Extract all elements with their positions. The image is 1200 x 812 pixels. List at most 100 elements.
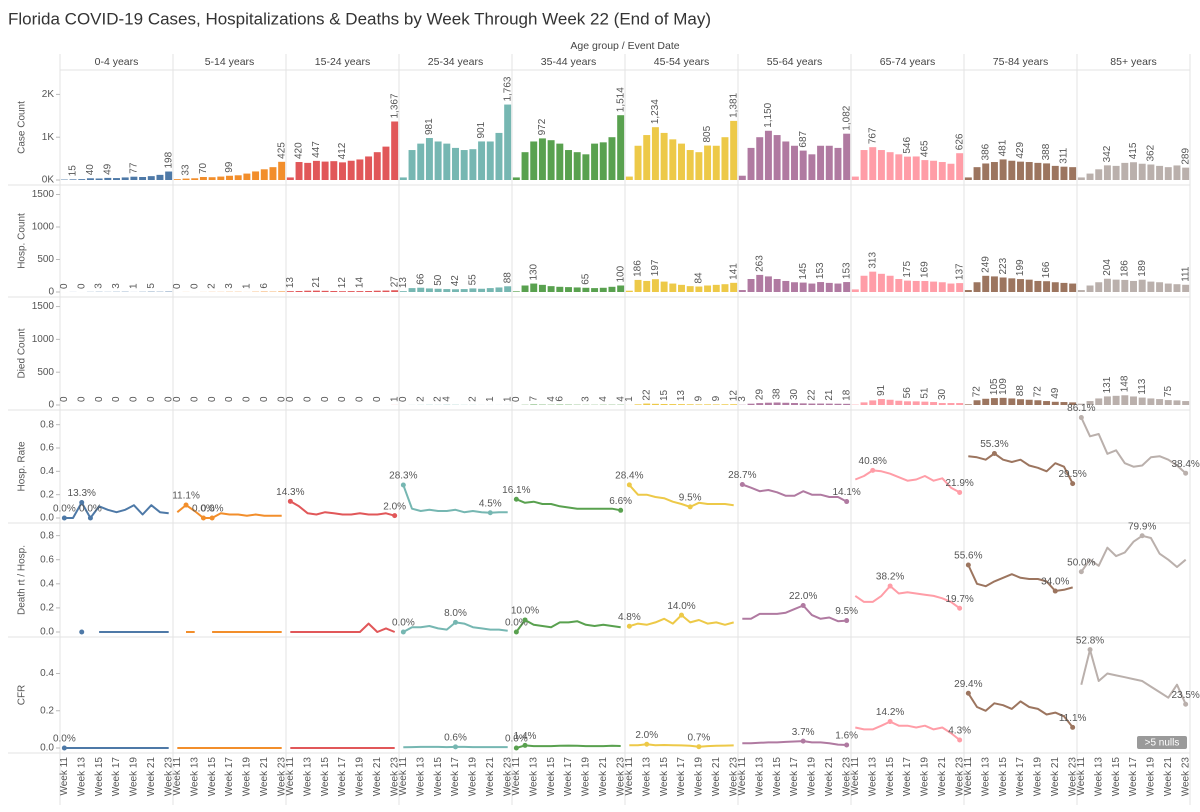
x-tick-label: Week 11 — [963, 757, 974, 796]
bar — [808, 403, 816, 405]
x-tick-label: Week 15 — [659, 757, 670, 797]
bar — [738, 290, 746, 292]
bar — [1121, 162, 1129, 180]
bar — [547, 140, 555, 180]
data-label: 198 — [163, 151, 174, 168]
line — [515, 619, 621, 633]
bar — [1069, 283, 1077, 292]
data-label: 33 — [181, 164, 192, 176]
bar — [1008, 160, 1016, 180]
bar — [1017, 279, 1024, 292]
point — [400, 482, 406, 488]
bar — [799, 282, 807, 292]
data-label: 72 — [1033, 386, 1044, 398]
data-label: 0 — [302, 396, 313, 402]
bar — [565, 150, 572, 180]
bar — [773, 135, 781, 180]
data-label: 420 — [294, 142, 305, 159]
bar — [895, 400, 903, 405]
bar — [295, 162, 303, 180]
y-tick-label: 0 — [48, 400, 54, 411]
data-label: 1,514 — [615, 87, 626, 112]
bar — [843, 403, 851, 405]
bar — [382, 290, 390, 292]
x-tick-label: Week 21 — [1050, 757, 1061, 797]
data-label: 175 — [902, 261, 913, 278]
bar — [1069, 167, 1077, 180]
data-label: 166 — [1041, 261, 1052, 278]
bar — [243, 173, 251, 180]
bar — [886, 275, 894, 292]
line — [1080, 648, 1187, 705]
data-label: 84 — [694, 272, 705, 284]
bar — [721, 404, 729, 405]
data-label: 28.3% — [389, 471, 417, 482]
point — [965, 690, 971, 696]
point — [679, 612, 684, 618]
data-label: 137 — [954, 263, 965, 280]
data-label: 0.7% — [687, 732, 710, 743]
bar — [912, 401, 920, 405]
column-label: 5-14 years — [205, 56, 255, 68]
y-axis-title: Hosp. Rate — [17, 441, 28, 491]
y-tick-label: 1000 — [32, 222, 55, 233]
bar — [678, 143, 685, 180]
data-label: 263 — [754, 255, 765, 272]
x-tick-label: Week 21 — [146, 757, 157, 797]
bar — [226, 175, 233, 180]
data-label: 77 — [129, 162, 140, 174]
bar — [1060, 166, 1068, 180]
bar — [339, 291, 346, 292]
x-tick-label: Week 17 — [902, 757, 913, 797]
data-label: 9 — [694, 395, 705, 401]
x-tick-label: Week 13 — [754, 757, 765, 797]
bar — [1164, 167, 1172, 180]
data-label: 51 — [920, 387, 931, 399]
bar — [173, 179, 181, 180]
bar — [973, 167, 981, 180]
data-label: 22 — [807, 389, 818, 401]
bar — [260, 169, 268, 180]
bar — [617, 115, 625, 180]
data-label: 3 — [111, 283, 122, 289]
bar — [382, 146, 390, 180]
bar — [582, 154, 590, 180]
data-label: 14 — [355, 277, 366, 289]
bar — [1025, 399, 1033, 405]
bar — [1138, 279, 1146, 292]
bar — [356, 159, 364, 180]
data-label: 8.0% — [444, 608, 467, 619]
y-tick-label: 0.0 — [40, 513, 54, 524]
bar — [782, 280, 790, 292]
data-label: 72 — [972, 386, 983, 398]
data-label: 249 — [980, 256, 991, 273]
x-tick-label: Week 19 — [468, 757, 479, 797]
line — [742, 740, 847, 746]
bar — [339, 162, 346, 180]
data-label: 481 — [998, 139, 1009, 156]
data-label: 16.1% — [502, 485, 530, 496]
bar — [904, 280, 911, 292]
point — [991, 450, 997, 456]
point — [287, 498, 293, 504]
bar — [1156, 399, 1164, 405]
bar — [669, 404, 677, 405]
bar — [660, 132, 668, 180]
data-label: 412 — [337, 142, 348, 159]
data-label: 34.0% — [1041, 577, 1069, 588]
bar — [573, 287, 581, 292]
bar — [1017, 399, 1024, 405]
data-label: 11.1% — [1059, 713, 1087, 724]
bar — [904, 156, 911, 180]
point — [1139, 533, 1145, 539]
bar — [956, 153, 964, 180]
bar — [460, 150, 468, 180]
bar — [1130, 280, 1137, 292]
data-label: 7 — [528, 396, 539, 402]
bar — [538, 284, 546, 292]
x-tick-label: Week 21 — [937, 757, 948, 797]
y-tick-label: 0.2 — [40, 705, 54, 716]
data-label: 1 — [129, 283, 140, 289]
point — [1183, 470, 1189, 476]
data-label: 1 — [624, 396, 635, 402]
